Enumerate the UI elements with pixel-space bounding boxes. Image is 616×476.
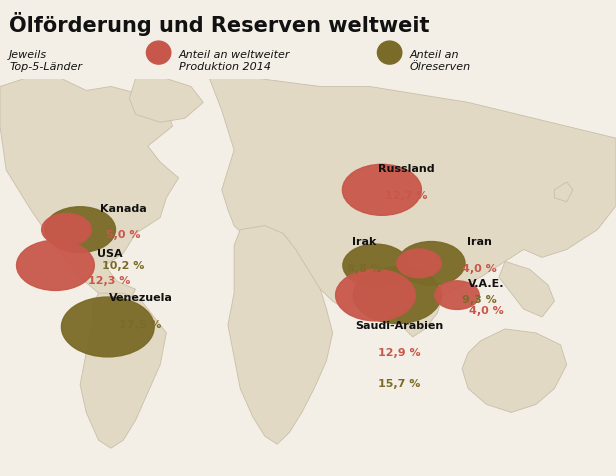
Text: 12,3 %: 12,3 % <box>89 276 131 286</box>
Text: Venezuela: Venezuela <box>108 293 172 303</box>
Circle shape <box>435 281 479 309</box>
Circle shape <box>378 41 402 64</box>
Polygon shape <box>394 269 444 337</box>
Text: Saudi-Arabien: Saudi-Arabien <box>355 321 444 331</box>
Circle shape <box>147 41 171 64</box>
Text: USA: USA <box>97 249 123 259</box>
Polygon shape <box>80 293 166 448</box>
Text: Russland: Russland <box>378 164 435 174</box>
Circle shape <box>397 249 441 278</box>
Circle shape <box>342 164 421 215</box>
Text: Kanada: Kanada <box>100 204 147 214</box>
Text: Anteil an
Ölreserven: Anteil an Ölreserven <box>410 50 471 71</box>
Text: 12,9 %: 12,9 % <box>378 347 421 357</box>
Text: V.A.E.: V.A.E. <box>468 279 505 289</box>
Circle shape <box>42 214 91 246</box>
Polygon shape <box>129 79 203 122</box>
Text: 12,7 %: 12,7 % <box>386 190 428 200</box>
Polygon shape <box>0 79 179 305</box>
Text: 5,0 %: 5,0 % <box>106 230 140 240</box>
Circle shape <box>62 297 154 357</box>
Circle shape <box>343 244 408 287</box>
Text: Ölförderung und Reserven weltweit: Ölförderung und Reserven weltweit <box>9 12 430 36</box>
Text: 10,2 %: 10,2 % <box>102 261 144 271</box>
Text: Jeweils
Top-5-Länder: Jeweils Top-5-Länder <box>9 50 83 71</box>
Circle shape <box>336 269 415 321</box>
Text: 15,7 %: 15,7 % <box>378 378 420 388</box>
Circle shape <box>354 267 441 324</box>
Text: 8,8 %: 8,8 % <box>347 264 382 274</box>
Text: Anteil an weltweiter
Produktion 2014: Anteil an weltweiter Produktion 2014 <box>179 50 290 71</box>
Circle shape <box>45 207 115 252</box>
Text: 17,5 %: 17,5 % <box>120 320 161 330</box>
Polygon shape <box>462 329 567 412</box>
Text: Irak: Irak <box>352 238 377 248</box>
Text: 9,3 %: 9,3 % <box>462 295 496 305</box>
Circle shape <box>397 241 465 285</box>
Text: 4,0 %: 4,0 % <box>462 264 496 274</box>
Polygon shape <box>554 182 573 202</box>
Polygon shape <box>209 79 616 313</box>
Text: Iran: Iran <box>467 238 492 248</box>
Polygon shape <box>228 226 333 444</box>
Circle shape <box>17 240 94 290</box>
Text: 4,0 %: 4,0 % <box>469 306 504 316</box>
Polygon shape <box>499 261 554 317</box>
